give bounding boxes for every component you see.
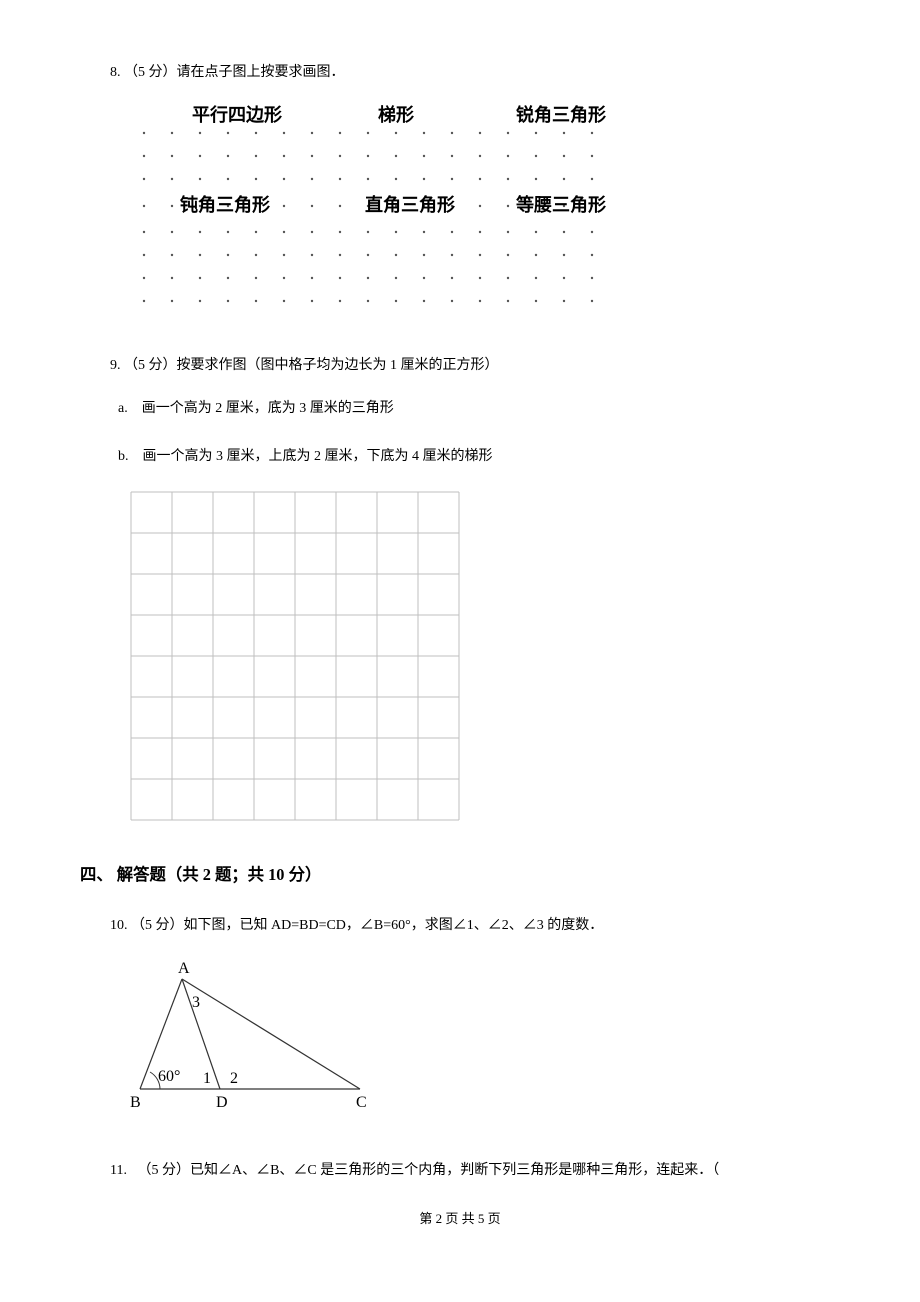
q8-points: （5 分）: [124, 65, 177, 80]
svg-text:B: B: [130, 1094, 141, 1111]
label-trapezoid: 梯形: [378, 104, 414, 125]
q9b-label: b.: [118, 449, 129, 464]
q8-prompt: 8. （5 分）请在点子图上按要求画图．: [110, 60, 840, 85]
q8-number: 8.: [110, 65, 121, 80]
q9a-text: 画一个高为 2 厘米，底为 3 厘米的三角形: [142, 401, 394, 416]
q9b-text: 画一个高为 3 厘米，上底为 2 厘米，下底为 4 厘米的梯形: [143, 449, 493, 464]
q9-sub-a: a. 画一个高为 2 厘米，底为 3 厘米的三角形: [118, 396, 840, 421]
label-parallelogram: 平行四边形: [192, 104, 282, 125]
label-right: 直角三角形: [365, 194, 455, 215]
q10-number: 10.: [110, 918, 128, 933]
svg-text:2: 2: [230, 1070, 238, 1087]
triangle-svg: A B C D 60° 1 2 3: [130, 959, 380, 1119]
question-10: 10. （5 分）如下图，已知 AD=BD=CD，∠B=60°，求图∠1、∠2、…: [110, 913, 840, 1127]
svg-text:60°: 60°: [158, 1068, 180, 1085]
grid-svg: [130, 491, 460, 821]
q10-figure: A B C D 60° 1 2 3: [130, 959, 840, 1128]
label-acute: 锐角三角形: [516, 104, 606, 125]
question-11: 11. （5 分）已知∠A、∠B、∠C 是三角形的三个内角，判断下列三角形是哪种…: [110, 1158, 840, 1183]
q11-number: 11.: [110, 1163, 127, 1178]
svg-text:1: 1: [203, 1070, 211, 1087]
q9-sub-b: b. 画一个高为 3 厘米，上底为 2 厘米，下底为 4 厘米的梯形: [118, 444, 840, 469]
dot-grid-svg: 平行四边形 梯形 锐角三角形 钝角三角形 直角三角形 等腰三角形: [120, 103, 620, 323]
q10-text: 如下图，已知 AD=BD=CD，∠B=60°，求图∠1、∠2、∠3 的度数．: [184, 918, 604, 933]
q10-prompt: 10. （5 分）如下图，已知 AD=BD=CD，∠B=60°，求图∠1、∠2、…: [110, 913, 840, 938]
q9-prompt: 9. （5 分）按要求作图（图中格子均为边长为 1 厘米的正方形）: [110, 353, 840, 378]
svg-text:C: C: [356, 1094, 367, 1111]
q10-points: （5 分）: [131, 918, 184, 933]
svg-text:D: D: [216, 1094, 228, 1111]
label-isosceles: 等腰三角形: [516, 194, 606, 215]
question-8: 8. （5 分）请在点子图上按要求画图． 平行四边形 梯形 锐角三角形 钝角三角…: [110, 60, 840, 323]
q11-prompt: 11. （5 分）已知∠A、∠B、∠C 是三角形的三个内角，判断下列三角形是哪种…: [110, 1158, 840, 1183]
svg-text:A: A: [178, 960, 190, 977]
q11-text: 已知∠A、∠B、∠C 是三角形的三个内角，判断下列三角形是哪种三角形，连起来．（: [190, 1163, 719, 1178]
page-footer: 第 2 页 共 5 页: [80, 1207, 840, 1230]
question-9: 9. （5 分）按要求作图（图中格子均为边长为 1 厘米的正方形） a. 画一个…: [110, 353, 840, 830]
q9-points: （5 分）: [124, 358, 177, 373]
q9-grid: [130, 491, 840, 830]
q8-text: 请在点子图上按要求画图．: [177, 65, 345, 80]
q8-dot-figure: 平行四边形 梯形 锐角三角形 钝角三角形 直角三角形 等腰三角形: [120, 103, 840, 323]
section-4-title: 四、 解答题（共 2 题；共 10 分）: [80, 860, 840, 889]
q9-number: 9.: [110, 358, 121, 373]
q9a-label: a.: [118, 401, 128, 416]
label-obtuse: 钝角三角形: [180, 194, 270, 215]
svg-text:3: 3: [192, 994, 200, 1011]
q9-text: 按要求作图（图中格子均为边长为 1 厘米的正方形）: [177, 358, 499, 373]
q11-points: （5 分）: [137, 1163, 190, 1178]
